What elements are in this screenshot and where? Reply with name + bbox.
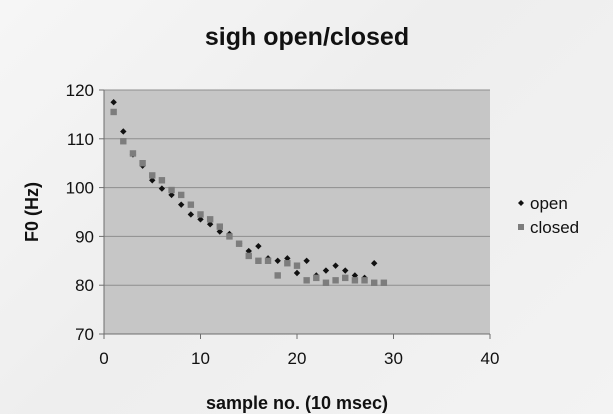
open-point [187,211,195,218]
closed-point [149,172,156,179]
closed-point [351,277,359,284]
closed-point [168,186,175,194]
closed-point [303,277,310,284]
closed-point [187,201,195,208]
open-point [168,191,175,199]
x-tick-label-10: 10 [191,349,210,368]
x-tick-label-40: 40 [481,349,500,368]
closed-point [226,233,233,240]
closed-point [361,277,368,284]
open-point [120,128,127,135]
open-point [293,269,301,277]
closed-point [197,211,204,218]
closed-point [274,272,281,279]
x-axis-tick-labels: 0 10 20 30 40 [99,334,499,368]
y-tick-label-120: 120 [66,81,94,100]
closed-point [322,279,330,286]
x-tick-label-0: 0 [99,349,108,368]
closed-point [342,274,349,282]
y-axis-tick-labels: 70 80 90 100 110 120 [66,81,104,344]
open-point [149,177,156,184]
open-point [216,228,223,235]
closed-point [158,177,166,184]
chart-title: sigh open/closed [205,23,409,51]
gridlines [104,89,490,286]
closed-point [178,191,185,199]
open-point [158,185,166,192]
closed-point [293,262,301,269]
open-point [206,221,214,228]
series-closed-points [110,108,388,286]
closed-point [139,160,146,167]
closed-point [110,108,117,116]
x-tick-label-30: 30 [384,349,403,368]
y-tick-label-110: 110 [67,130,94,149]
open-point [197,216,204,223]
open-point [322,267,330,274]
legend-item-open: open [518,194,568,213]
closed-point [332,277,339,284]
open-point [255,242,262,250]
open-point [274,257,281,264]
closed-point [255,257,262,264]
open-point [342,267,349,274]
legend: open closed [518,194,579,237]
closed-point [216,223,223,230]
closed-point [313,274,320,282]
plot-area [104,90,490,334]
legend-item-closed: closed [518,218,579,237]
closed-point [206,216,214,223]
legend-closed-marker [518,224,524,230]
closed-point [120,138,127,145]
y-tick-label-70: 70 [75,325,94,344]
open-point [371,260,378,267]
y-tick-label-100: 100 [66,179,94,198]
open-point [303,257,310,264]
legend-open-label: open [530,194,568,213]
open-point [284,255,291,262]
x-axis-title: sample no. (10 msec) [206,393,388,413]
closed-point [371,279,378,286]
y-tick-label-80: 80 [75,276,94,295]
legend-open-marker [518,200,524,206]
open-point [332,262,339,269]
x-tick-label-20: 20 [288,349,307,368]
closed-point [129,150,137,157]
closed-point [245,252,252,260]
legend-closed-label: closed [530,218,579,237]
y-axis-title: F0 (Hz) [22,182,42,242]
open-point [351,272,359,279]
y-tick-label-90: 90 [75,227,94,246]
closed-point [380,279,388,286]
closed-point [235,240,243,247]
open-point [245,247,252,255]
open-point [178,201,185,208]
closed-point [264,257,272,264]
closed-point [284,260,291,267]
open-point [110,99,117,106]
